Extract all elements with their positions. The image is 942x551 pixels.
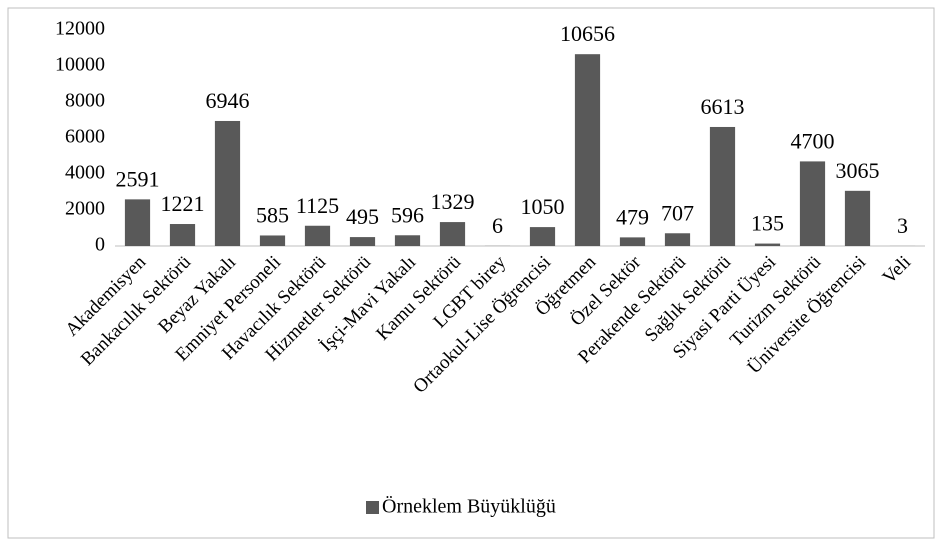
y-tick-label: 10000 — [55, 54, 105, 76]
value-label: 3065 — [836, 158, 880, 183]
y-tick-label: 8000 — [65, 90, 105, 112]
value-label: 479 — [616, 204, 649, 229]
value-label: 3 — [897, 213, 908, 238]
bar — [620, 237, 645, 246]
value-label: 596 — [391, 202, 424, 227]
bar — [845, 191, 870, 246]
bar — [215, 121, 240, 246]
bar — [305, 226, 330, 246]
y-tick-label: 12000 — [55, 18, 105, 40]
bar — [530, 227, 555, 246]
value-label: 707 — [661, 200, 694, 225]
bar — [710, 127, 735, 246]
value-label: 1221 — [161, 191, 205, 216]
value-label: 135 — [751, 211, 784, 236]
value-label: 1329 — [431, 189, 475, 214]
bar — [260, 235, 285, 246]
bar — [755, 244, 780, 246]
value-label: 495 — [346, 204, 379, 229]
bar — [350, 237, 375, 246]
bar — [440, 222, 465, 246]
value-label: 6946 — [206, 88, 250, 113]
bar — [395, 235, 420, 246]
value-label: 6 — [492, 213, 503, 238]
value-label: 1050 — [521, 194, 565, 219]
value-label: 10656 — [560, 21, 615, 46]
legend-swatch — [366, 501, 379, 514]
legend-label: Örneklem Büyüklüğü — [382, 495, 556, 518]
value-label: 2591 — [116, 166, 160, 191]
y-tick-label: 0 — [95, 234, 105, 256]
y-tick-label: 4000 — [65, 162, 105, 184]
value-label: 585 — [256, 203, 289, 228]
bar — [575, 54, 600, 246]
bar — [665, 233, 690, 246]
value-label: 4700 — [791, 128, 835, 153]
y-tick-label: 2000 — [65, 198, 105, 220]
value-label: 6613 — [701, 94, 745, 119]
bar — [125, 199, 150, 246]
bar — [170, 224, 195, 246]
value-label: 1125 — [296, 193, 339, 218]
y-tick-label: 6000 — [65, 126, 105, 148]
bar — [800, 161, 825, 246]
